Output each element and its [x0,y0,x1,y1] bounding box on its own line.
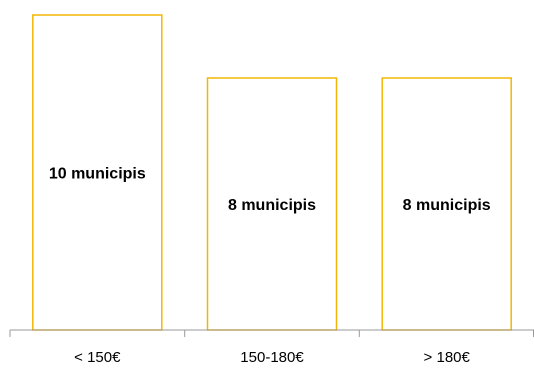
x-tick-label: 150-180€ [240,349,304,366]
bar-data-label: 10 municipis [49,166,146,183]
bar [206,77,338,331]
x-tick-label: < 150€ [74,349,121,366]
x-tick-label: > 180€ [424,349,471,366]
x-axis-tick-labels: < 150€ 150-180€ > 180€ [74,349,470,366]
bar [381,77,512,331]
data-labels-group: 10 municipis 8 municipis 8 municipis [49,166,491,215]
bar-data-label: 8 municipis [228,197,316,214]
bar [32,14,163,331]
x-axis-ticks [9,330,534,337]
bars-group [32,14,512,331]
bar-data-label: 8 municipis [403,197,491,214]
